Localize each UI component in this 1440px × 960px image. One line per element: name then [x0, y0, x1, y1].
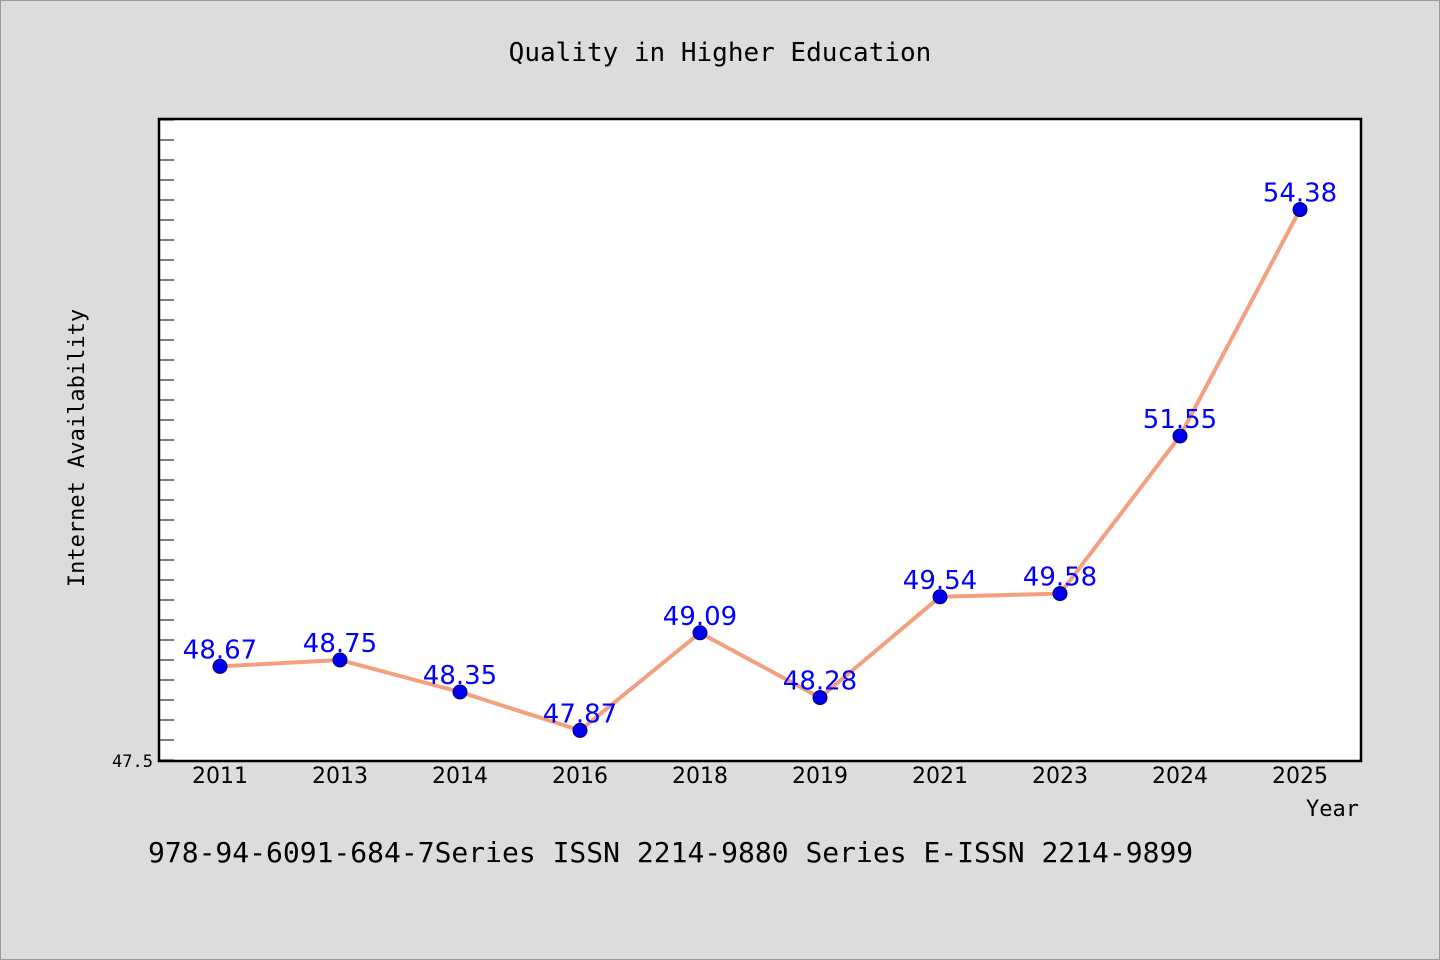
plot-area	[157, 117, 1363, 763]
x-tick-label: 2013	[312, 764, 368, 789]
data-label: 49.58	[1023, 563, 1097, 593]
y-axis-ticks	[160, 119, 174, 761]
footer-text: 978-94-6091-684-7Series ISSN 2214-9880 S…	[148, 836, 1193, 869]
data-point	[932, 589, 948, 605]
data-label: 48.67	[183, 635, 257, 665]
x-tick-label: 2024	[1152, 764, 1208, 789]
data-point	[572, 722, 588, 738]
data-point	[1052, 586, 1068, 602]
data-label: 49.54	[903, 566, 977, 596]
x-axis-tick-labels: 2011 2013 2014 2016 2018 2019 2021 2023 2024 2025	[192, 764, 1328, 789]
data-markers	[212, 202, 1308, 738]
data-point	[452, 684, 468, 700]
data-label: 48.75	[303, 629, 377, 659]
y-axis-title: Internet Availability	[65, 309, 90, 587]
data-point	[332, 652, 348, 668]
x-tick-label: 2016	[552, 764, 608, 789]
data-label: 47.87	[543, 699, 617, 729]
x-tick-label: 2021	[912, 764, 968, 789]
data-point	[1292, 202, 1308, 218]
data-point	[212, 658, 228, 674]
x-tick-label: 2018	[672, 764, 728, 789]
series-line	[218, 207, 1302, 733]
data-label: 54.38	[1263, 179, 1337, 209]
data-label: 49.09	[663, 602, 737, 632]
data-point	[692, 625, 708, 641]
data-point	[1172, 428, 1188, 444]
chart-title: Quality in Higher Education	[509, 38, 932, 68]
x-axis-title: Year	[1306, 797, 1359, 822]
y-tick-label: 47.5	[112, 752, 153, 772]
data-label: 48.28	[783, 667, 857, 697]
data-point	[812, 690, 828, 706]
x-tick-label: 2025	[1272, 764, 1328, 789]
data-label: 48.35	[423, 661, 497, 691]
data-labels: 48.67 48.75 48.35 47.87 49.09 48.28 49.54 49.58…	[183, 179, 1337, 730]
x-tick-label: 2023	[1032, 764, 1088, 789]
x-tick-label: 2019	[792, 764, 848, 789]
x-tick-label: 2014	[432, 764, 488, 789]
data-label: 51.55	[1143, 405, 1217, 435]
x-tick-label: 2011	[192, 764, 248, 789]
